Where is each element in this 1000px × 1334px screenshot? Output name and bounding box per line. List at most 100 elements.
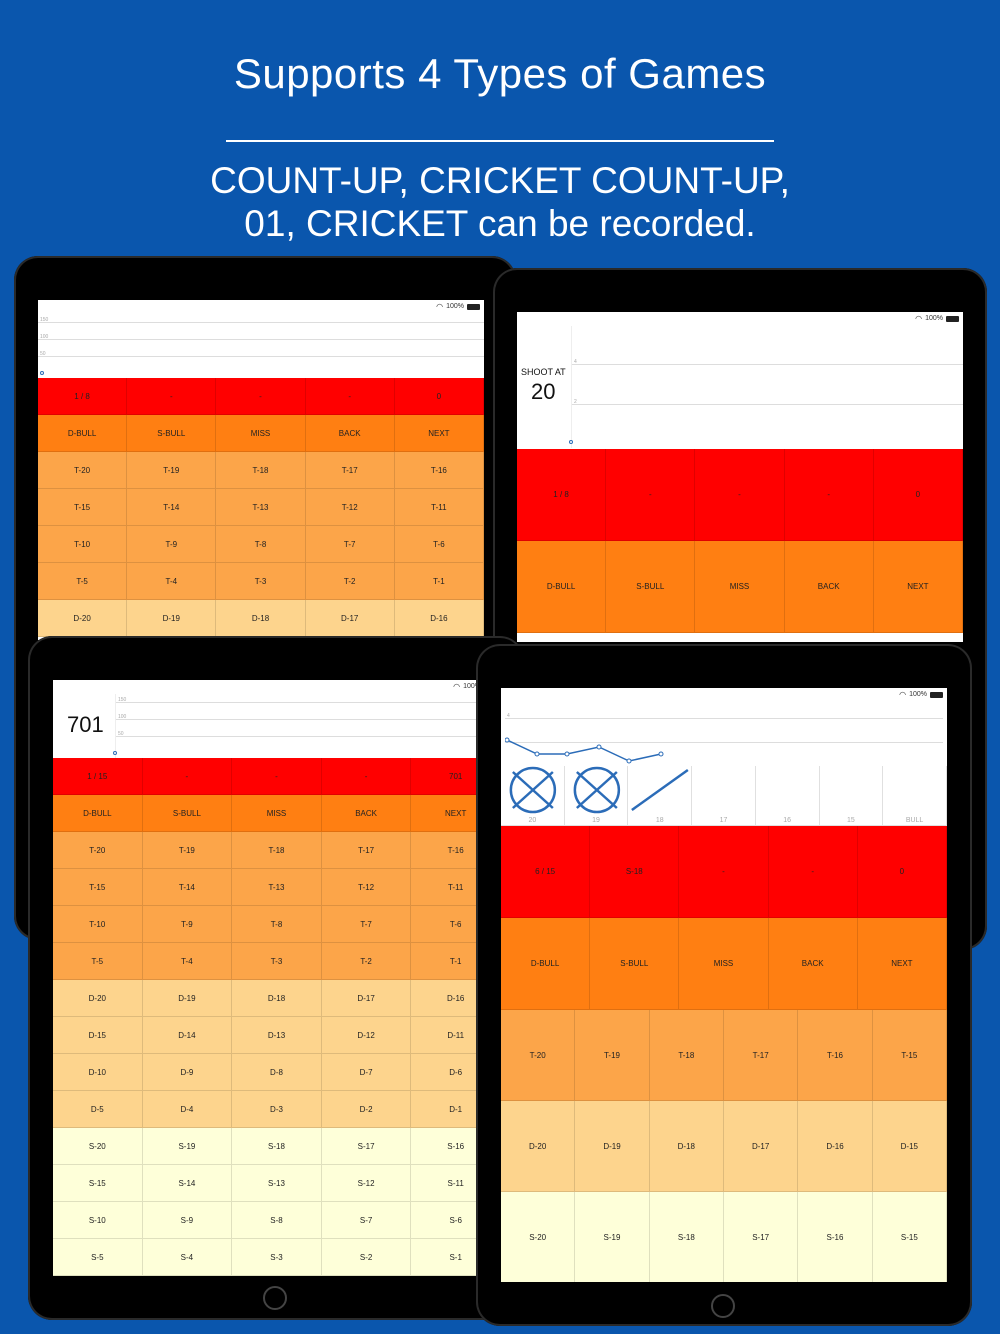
- dart-button[interactable]: -: [232, 758, 322, 795]
- dart-button[interactable]: T-7: [305, 526, 395, 563]
- dart-button[interactable]: T-16: [394, 452, 484, 489]
- dart-button[interactable]: T-14: [127, 489, 217, 526]
- dart-button[interactable]: D-BULL: [501, 918, 591, 1010]
- dart-button[interactable]: D-BULL: [53, 795, 143, 832]
- dart-button[interactable]: T-9: [142, 906, 233, 943]
- dart-button[interactable]: S-19: [142, 1128, 233, 1165]
- dart-button[interactable]: T-10: [38, 526, 128, 563]
- dart-button[interactable]: S-17: [321, 1128, 412, 1165]
- dart-button[interactable]: BACK: [305, 415, 395, 452]
- dart-button[interactable]: MISS: [232, 795, 322, 832]
- dart-button[interactable]: D-2: [321, 1091, 412, 1128]
- dart-button[interactable]: D-15: [872, 1101, 947, 1192]
- dart-button[interactable]: T-19: [142, 832, 233, 869]
- dart-button[interactable]: D-18: [649, 1101, 724, 1192]
- dart-button[interactable]: 1 / 8: [38, 378, 128, 415]
- dart-button[interactable]: D-7: [321, 1054, 412, 1091]
- dart-button[interactable]: S-14: [142, 1165, 233, 1202]
- dart-button[interactable]: T-7: [321, 906, 412, 943]
- dart-button[interactable]: T-20: [53, 832, 143, 869]
- dart-button[interactable]: T-17: [321, 832, 412, 869]
- dart-button[interactable]: S-BULL: [590, 918, 680, 1010]
- dart-button[interactable]: S-8: [232, 1202, 322, 1239]
- dart-button[interactable]: T-13: [216, 489, 306, 526]
- dart-button[interactable]: -: [305, 378, 395, 415]
- dart-button[interactable]: T-17: [724, 1010, 799, 1101]
- dart-button[interactable]: 0: [873, 449, 963, 541]
- dart-button[interactable]: T-10: [53, 906, 143, 943]
- dart-button[interactable]: D-18: [216, 600, 306, 637]
- dart-button[interactable]: D-9: [142, 1054, 233, 1091]
- dart-button[interactable]: S-13: [232, 1165, 322, 1202]
- dart-button[interactable]: -: [142, 758, 233, 795]
- dart-button[interactable]: BACK: [321, 795, 412, 832]
- dart-button[interactable]: T-5: [38, 563, 128, 600]
- dart-button[interactable]: T-15: [38, 489, 128, 526]
- dart-button[interactable]: T-5: [53, 943, 143, 980]
- dart-button[interactable]: D-20: [38, 600, 128, 637]
- dart-button[interactable]: T-20: [501, 1010, 576, 1101]
- dart-button[interactable]: D-17: [305, 600, 395, 637]
- dart-button[interactable]: 6 / 15: [501, 826, 591, 918]
- dart-button[interactable]: T-12: [321, 869, 412, 906]
- dart-button[interactable]: T-13: [232, 869, 322, 906]
- dart-button[interactable]: T-4: [142, 943, 233, 980]
- dart-button[interactable]: D-13: [232, 1017, 322, 1054]
- dart-button[interactable]: T-4: [127, 563, 217, 600]
- dart-button[interactable]: D-12: [321, 1017, 412, 1054]
- dart-button[interactable]: D-19: [142, 980, 233, 1017]
- dart-button[interactable]: S-BULL: [127, 415, 217, 452]
- dart-button[interactable]: T-19: [575, 1010, 650, 1101]
- home-button-icon[interactable]: [711, 1294, 735, 1318]
- dart-button[interactable]: S-BULL: [606, 541, 696, 633]
- dart-button[interactable]: D-4: [142, 1091, 233, 1128]
- dart-button[interactable]: T-18: [216, 452, 306, 489]
- dart-button[interactable]: T-2: [305, 563, 395, 600]
- dart-button[interactable]: NEXT: [873, 541, 963, 633]
- dart-button[interactable]: S-10: [53, 1202, 143, 1239]
- dart-button[interactable]: D-19: [575, 1101, 650, 1192]
- dart-button[interactable]: S-BULL: [142, 795, 233, 832]
- dart-button[interactable]: T-15: [53, 869, 143, 906]
- dart-button[interactable]: -: [216, 378, 306, 415]
- dart-button[interactable]: D-18: [232, 980, 322, 1017]
- dart-button[interactable]: T-11: [394, 489, 484, 526]
- dart-button[interactable]: T-17: [305, 452, 395, 489]
- dart-button[interactable]: -: [606, 449, 696, 541]
- dart-button[interactable]: T-12: [305, 489, 395, 526]
- dart-button[interactable]: MISS: [695, 541, 785, 633]
- dart-button[interactable]: MISS: [216, 415, 306, 452]
- dart-button[interactable]: 0: [394, 378, 484, 415]
- dart-button[interactable]: 1 / 15: [53, 758, 143, 795]
- dart-button[interactable]: D-20: [501, 1101, 576, 1192]
- dart-button[interactable]: 0: [857, 826, 947, 918]
- dart-button[interactable]: S-15: [53, 1165, 143, 1202]
- dart-button[interactable]: S-16: [798, 1192, 873, 1282]
- dart-button[interactable]: S-9: [142, 1202, 233, 1239]
- dart-button[interactable]: D-16: [394, 600, 484, 637]
- dart-button[interactable]: -: [784, 449, 874, 541]
- dart-button[interactable]: S-18: [590, 826, 680, 918]
- dart-button[interactable]: S-18: [232, 1128, 322, 1165]
- dart-button[interactable]: D-19: [127, 600, 217, 637]
- dart-button[interactable]: D-BULL: [38, 415, 128, 452]
- dart-button[interactable]: S-12: [321, 1165, 412, 1202]
- dart-button[interactable]: -: [679, 826, 769, 918]
- dart-button[interactable]: D-17: [724, 1101, 799, 1192]
- dart-button[interactable]: T-1: [394, 563, 484, 600]
- dart-button[interactable]: S-18: [649, 1192, 724, 1282]
- dart-button[interactable]: D-10: [53, 1054, 143, 1091]
- dart-button[interactable]: NEXT: [394, 415, 484, 452]
- dart-button[interactable]: T-18: [232, 832, 322, 869]
- dart-button[interactable]: S-17: [724, 1192, 799, 1282]
- dart-button[interactable]: BACK: [784, 541, 874, 633]
- dart-button[interactable]: T-8: [216, 526, 306, 563]
- dart-button[interactable]: 1 / 8: [517, 449, 607, 541]
- dart-button[interactable]: -: [768, 826, 858, 918]
- dart-button[interactable]: NEXT: [857, 918, 947, 1010]
- dart-button[interactable]: S-2: [321, 1239, 412, 1276]
- dart-button[interactable]: MISS: [679, 918, 769, 1010]
- dart-button[interactable]: T-15: [872, 1010, 947, 1101]
- dart-button[interactable]: D-17: [321, 980, 412, 1017]
- dart-button[interactable]: BACK: [768, 918, 858, 1010]
